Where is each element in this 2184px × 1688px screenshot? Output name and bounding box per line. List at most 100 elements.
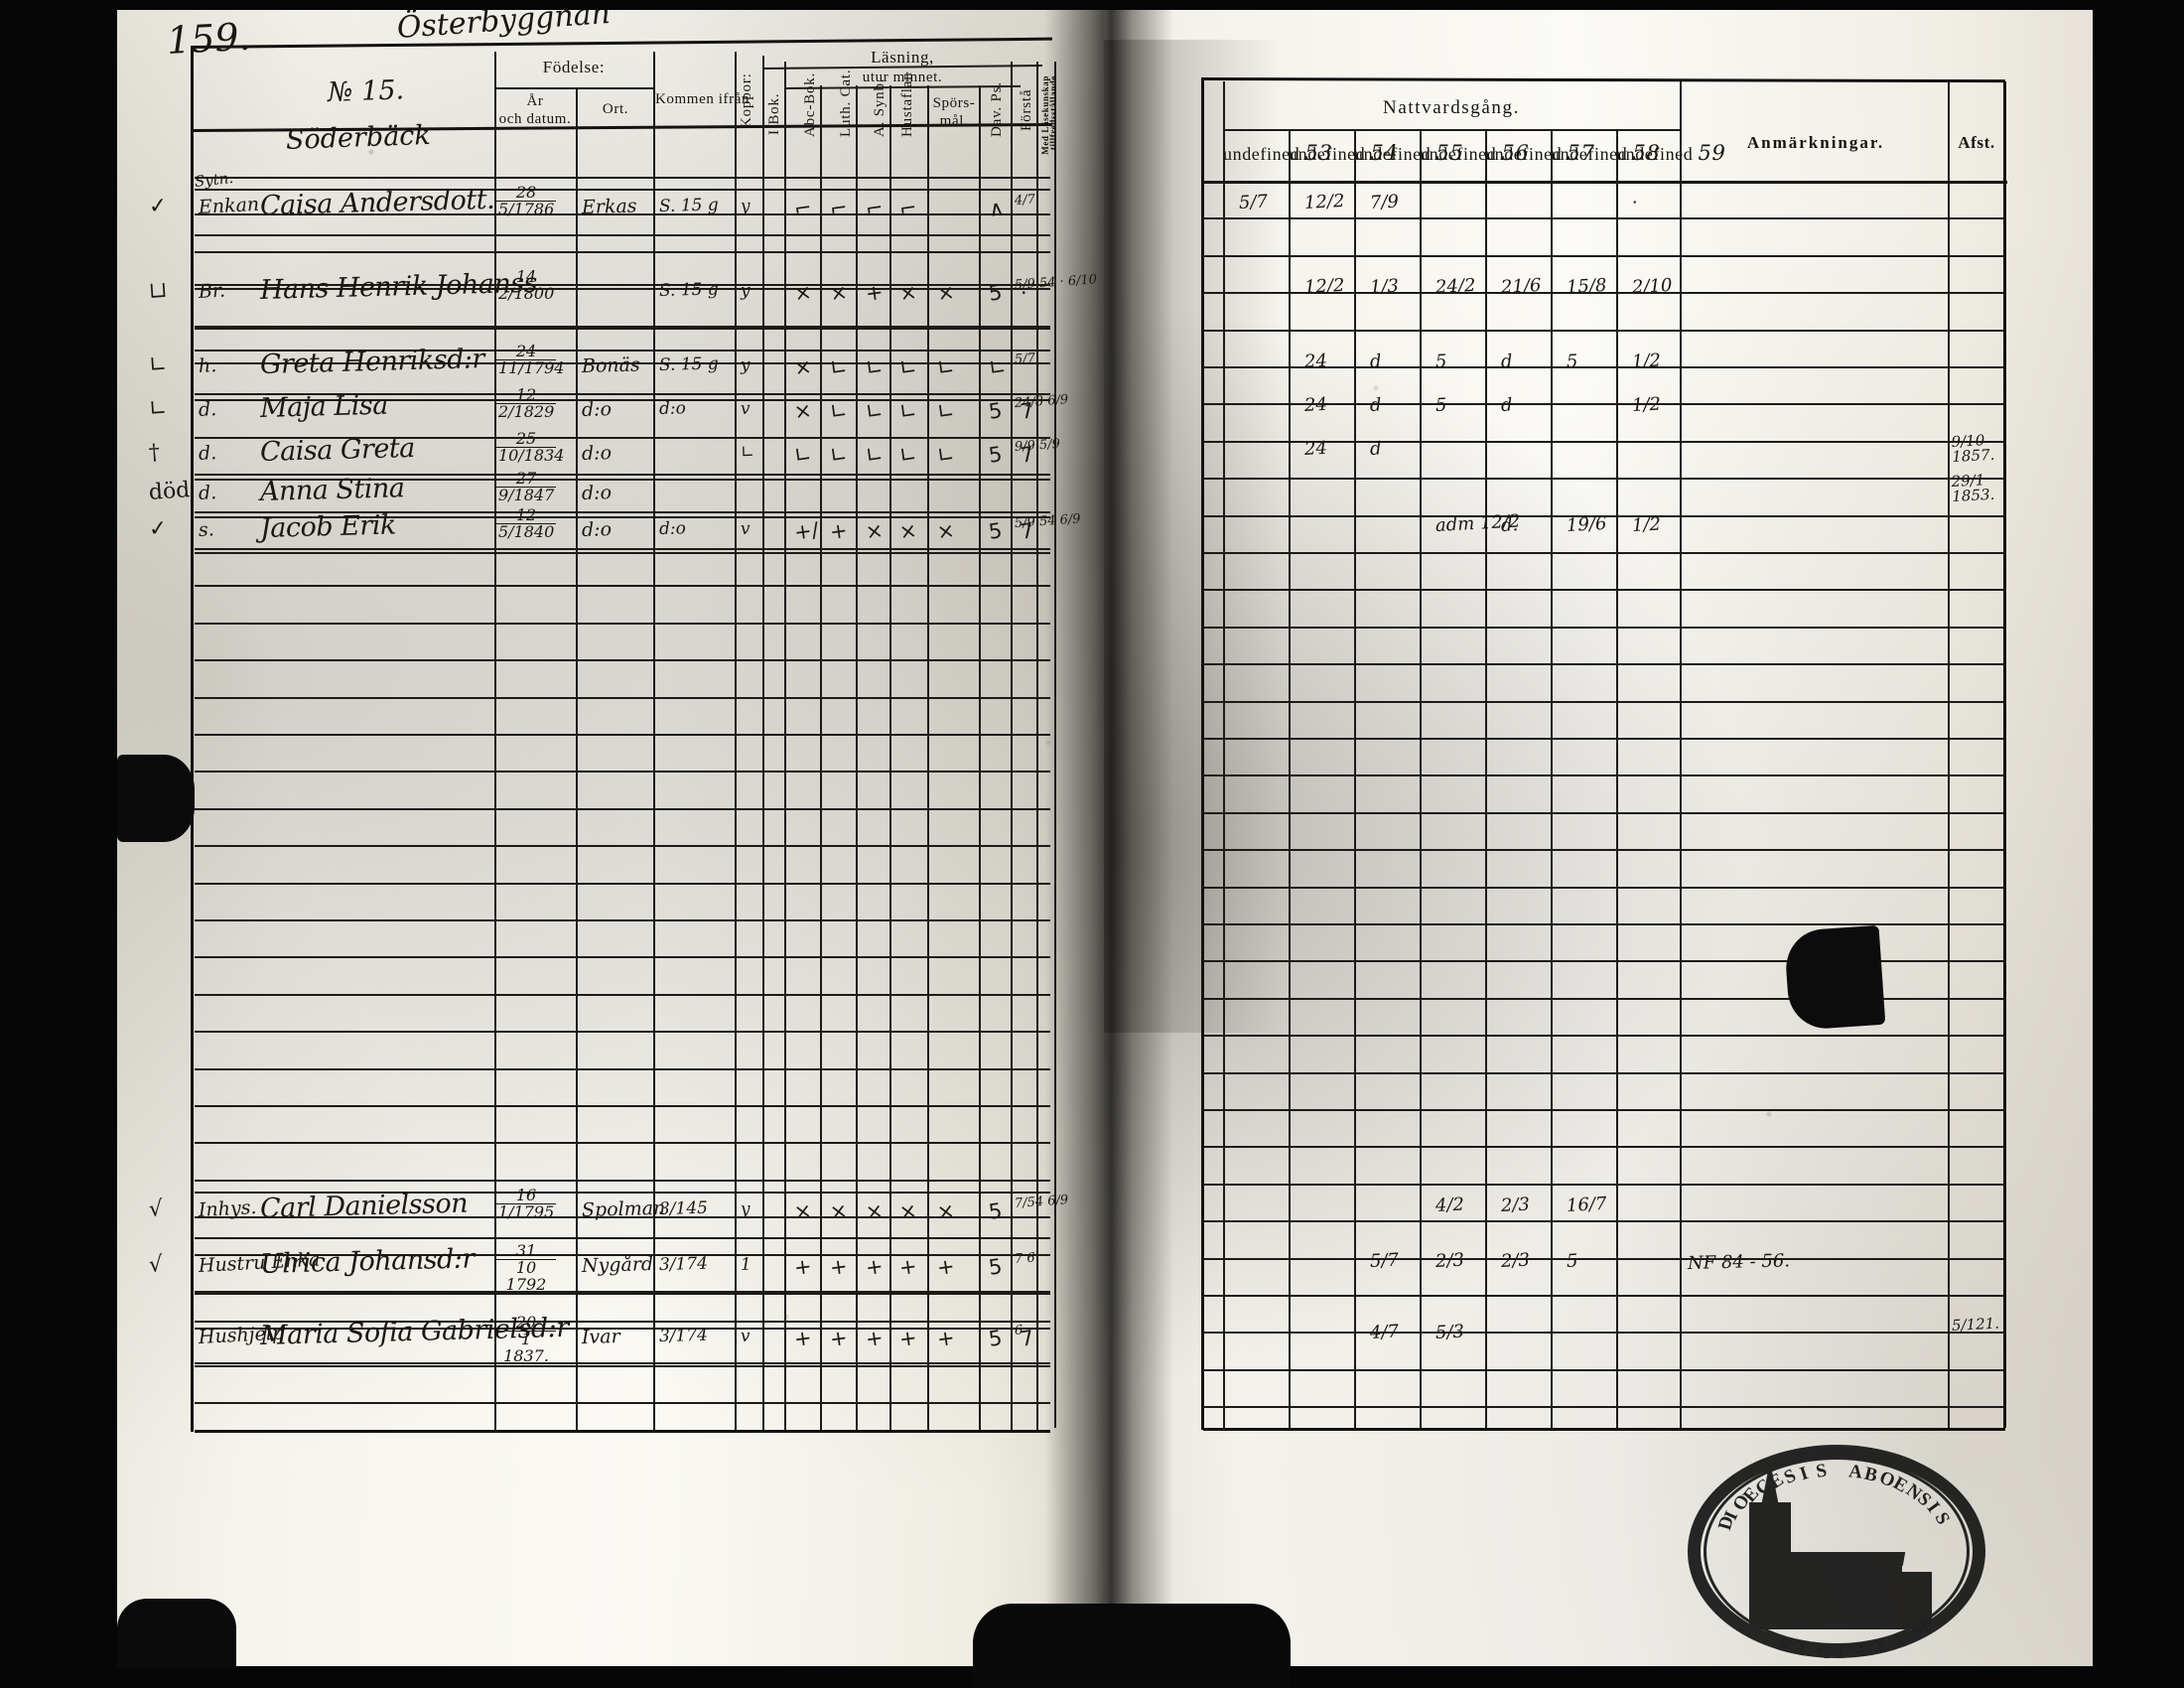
forstand-9: 6 xyxy=(1014,1323,1024,1338)
communion-year-header-1855: undefined 55 xyxy=(1354,141,1464,165)
birth-place-5: d:o xyxy=(581,482,613,504)
row-rule xyxy=(195,189,1050,191)
row-rule xyxy=(195,177,1050,179)
communion-1858-row-1: 15/8 xyxy=(1566,274,1607,298)
right-table-bottom-rule xyxy=(1203,1428,2005,1431)
communion-year-header-1859: undefined 59 xyxy=(1616,141,1726,165)
row-rule xyxy=(195,234,1050,236)
reading-mark-9-3: + xyxy=(897,1325,919,1352)
cathedral-apse-shape xyxy=(1892,1572,1932,1629)
communion-1856-row-8: 2/3 xyxy=(1434,1249,1465,1272)
remarks-8: NF 84 - 56. xyxy=(1687,1250,1791,1274)
reading-mark-3-1: ∟ xyxy=(828,397,850,425)
forstand-7: 7/54 6/9 xyxy=(1014,1193,1069,1211)
header-came-from: Kommen ifrån xyxy=(655,91,751,107)
row-rule xyxy=(195,1031,1050,1034)
right-col-rule-0 xyxy=(1201,77,1204,1430)
smallpox-2: y xyxy=(740,354,751,375)
row-rule xyxy=(195,1253,1050,1256)
header-koppor: Koppor: xyxy=(739,72,754,128)
scan-edge-right xyxy=(2093,0,2184,1688)
row-rule xyxy=(1203,1183,2003,1186)
row-rule xyxy=(1203,440,2003,443)
communion-year-header-1856: undefined 56 xyxy=(1420,141,1530,165)
row-rule xyxy=(1203,478,2003,481)
birth-date-3: 12 2/1829 xyxy=(496,385,556,422)
header-birth-place: Ort. xyxy=(602,101,629,117)
reading-mark-4-4: ∟ xyxy=(935,441,957,469)
communion-1856-row-7: 4/2 xyxy=(1434,1194,1465,1216)
reading-mark-1-1: × xyxy=(828,279,850,307)
col-rule-birth xyxy=(494,52,496,1432)
row-rule xyxy=(195,325,1050,328)
col-rule-kommen xyxy=(735,52,737,1430)
col-rule-rattighet xyxy=(1054,62,1056,1428)
communion-1857-row-8: 2/3 xyxy=(1500,1249,1531,1272)
right-col-rule-y3 xyxy=(1420,129,1422,1428)
reading-mark-1-4: × xyxy=(935,279,957,307)
communion-year-header-1853: undefined 53 xyxy=(1223,141,1333,165)
reading-mark-9-4: + xyxy=(935,1325,957,1352)
reading-mark-9-1: + xyxy=(828,1325,850,1352)
came-from-1: S. 15 g xyxy=(658,279,719,301)
reading-mark-6-0: +/ xyxy=(792,517,821,545)
left-page-sheet xyxy=(111,0,1104,1688)
reading-mark-2-3: ∟ xyxy=(897,353,919,381)
row-status-mark-6: ✓ xyxy=(148,515,169,542)
birth-date-2: 24 11/1794 xyxy=(496,342,565,378)
came-from-0: S. 15 g xyxy=(658,195,719,216)
header-birth-year-sub: och datum. xyxy=(498,111,572,127)
communion-1859-row-0: · xyxy=(1631,192,1639,213)
row-prefix-2: h. xyxy=(198,354,217,377)
birth-date-8: 31 10 1792 xyxy=(496,1242,556,1293)
row-rule xyxy=(1203,738,2003,740)
row-rule xyxy=(195,1321,1050,1323)
communion-1859-row-3: 1/2 xyxy=(1631,393,1662,416)
row-rule xyxy=(195,1192,1050,1194)
header-birth-year: År xyxy=(526,93,544,109)
row-prefix-4: d. xyxy=(198,442,217,465)
person-name-0: Caisa Andersdott. xyxy=(259,184,495,221)
reading-mark-7-1: × xyxy=(828,1197,850,1225)
birth-place-6: d:o xyxy=(581,518,613,541)
reading-mark-3-3: ∟ xyxy=(897,397,919,425)
row-prefix-7: Inhys. xyxy=(198,1196,257,1221)
communion-1854-row-4: 24 xyxy=(1303,437,1328,460)
right-col-rule-y6 xyxy=(1616,129,1618,1428)
row-rule xyxy=(195,956,1050,959)
col-rule-luth xyxy=(856,85,858,1430)
col-rule-ort xyxy=(653,52,655,1432)
header-nattvardsgang: Nattvardsgång. xyxy=(1383,97,1520,118)
row-status-mark-1: ⊔ xyxy=(148,277,169,304)
row-rule xyxy=(195,1105,1050,1107)
communion-1854-row-1: 12/2 xyxy=(1303,274,1345,298)
right-col-rule-y1 xyxy=(1289,129,1291,1428)
communion-1856-row-2: 5 xyxy=(1434,351,1447,372)
reading-mark-8-2: + xyxy=(864,1253,886,1281)
row-rule xyxy=(195,1293,1050,1295)
row-rule xyxy=(195,585,1050,588)
row-rule xyxy=(195,993,1050,996)
row-prefix-top-0: Sytn. xyxy=(194,168,234,191)
communion-1853-row-0: 5/7 xyxy=(1238,191,1269,213)
row-rule xyxy=(195,399,1050,402)
row-rule xyxy=(195,393,1050,395)
row-rule xyxy=(1203,1368,2003,1371)
row-rule xyxy=(1203,1220,2003,1223)
row-status-mark-0: ✓ xyxy=(148,193,169,219)
reading-mark-7-4: × xyxy=(935,1197,957,1225)
reading-mark-0-3: ⌐ xyxy=(897,195,919,222)
right-col-rule-y2 xyxy=(1354,129,1356,1428)
row-rule xyxy=(1203,1035,2003,1038)
header-abc-bok: Abc-Bok. xyxy=(802,71,818,137)
birth-place-3: d:o xyxy=(581,398,613,421)
right-col-rule-end xyxy=(2003,81,2006,1428)
communion-1856-row-9: 5/3 xyxy=(1434,1321,1465,1343)
row-prefix-3: d. xyxy=(198,398,217,421)
person-name-7: Carl Danielsson xyxy=(259,1188,469,1224)
header-anmarkningar: Anmärkningar. xyxy=(1746,133,1885,152)
header-fodelse: Födelse: xyxy=(542,58,606,76)
reading-mark-4-2: ∟ xyxy=(864,441,886,469)
communion-1858-row-7: 16/7 xyxy=(1566,1193,1607,1216)
